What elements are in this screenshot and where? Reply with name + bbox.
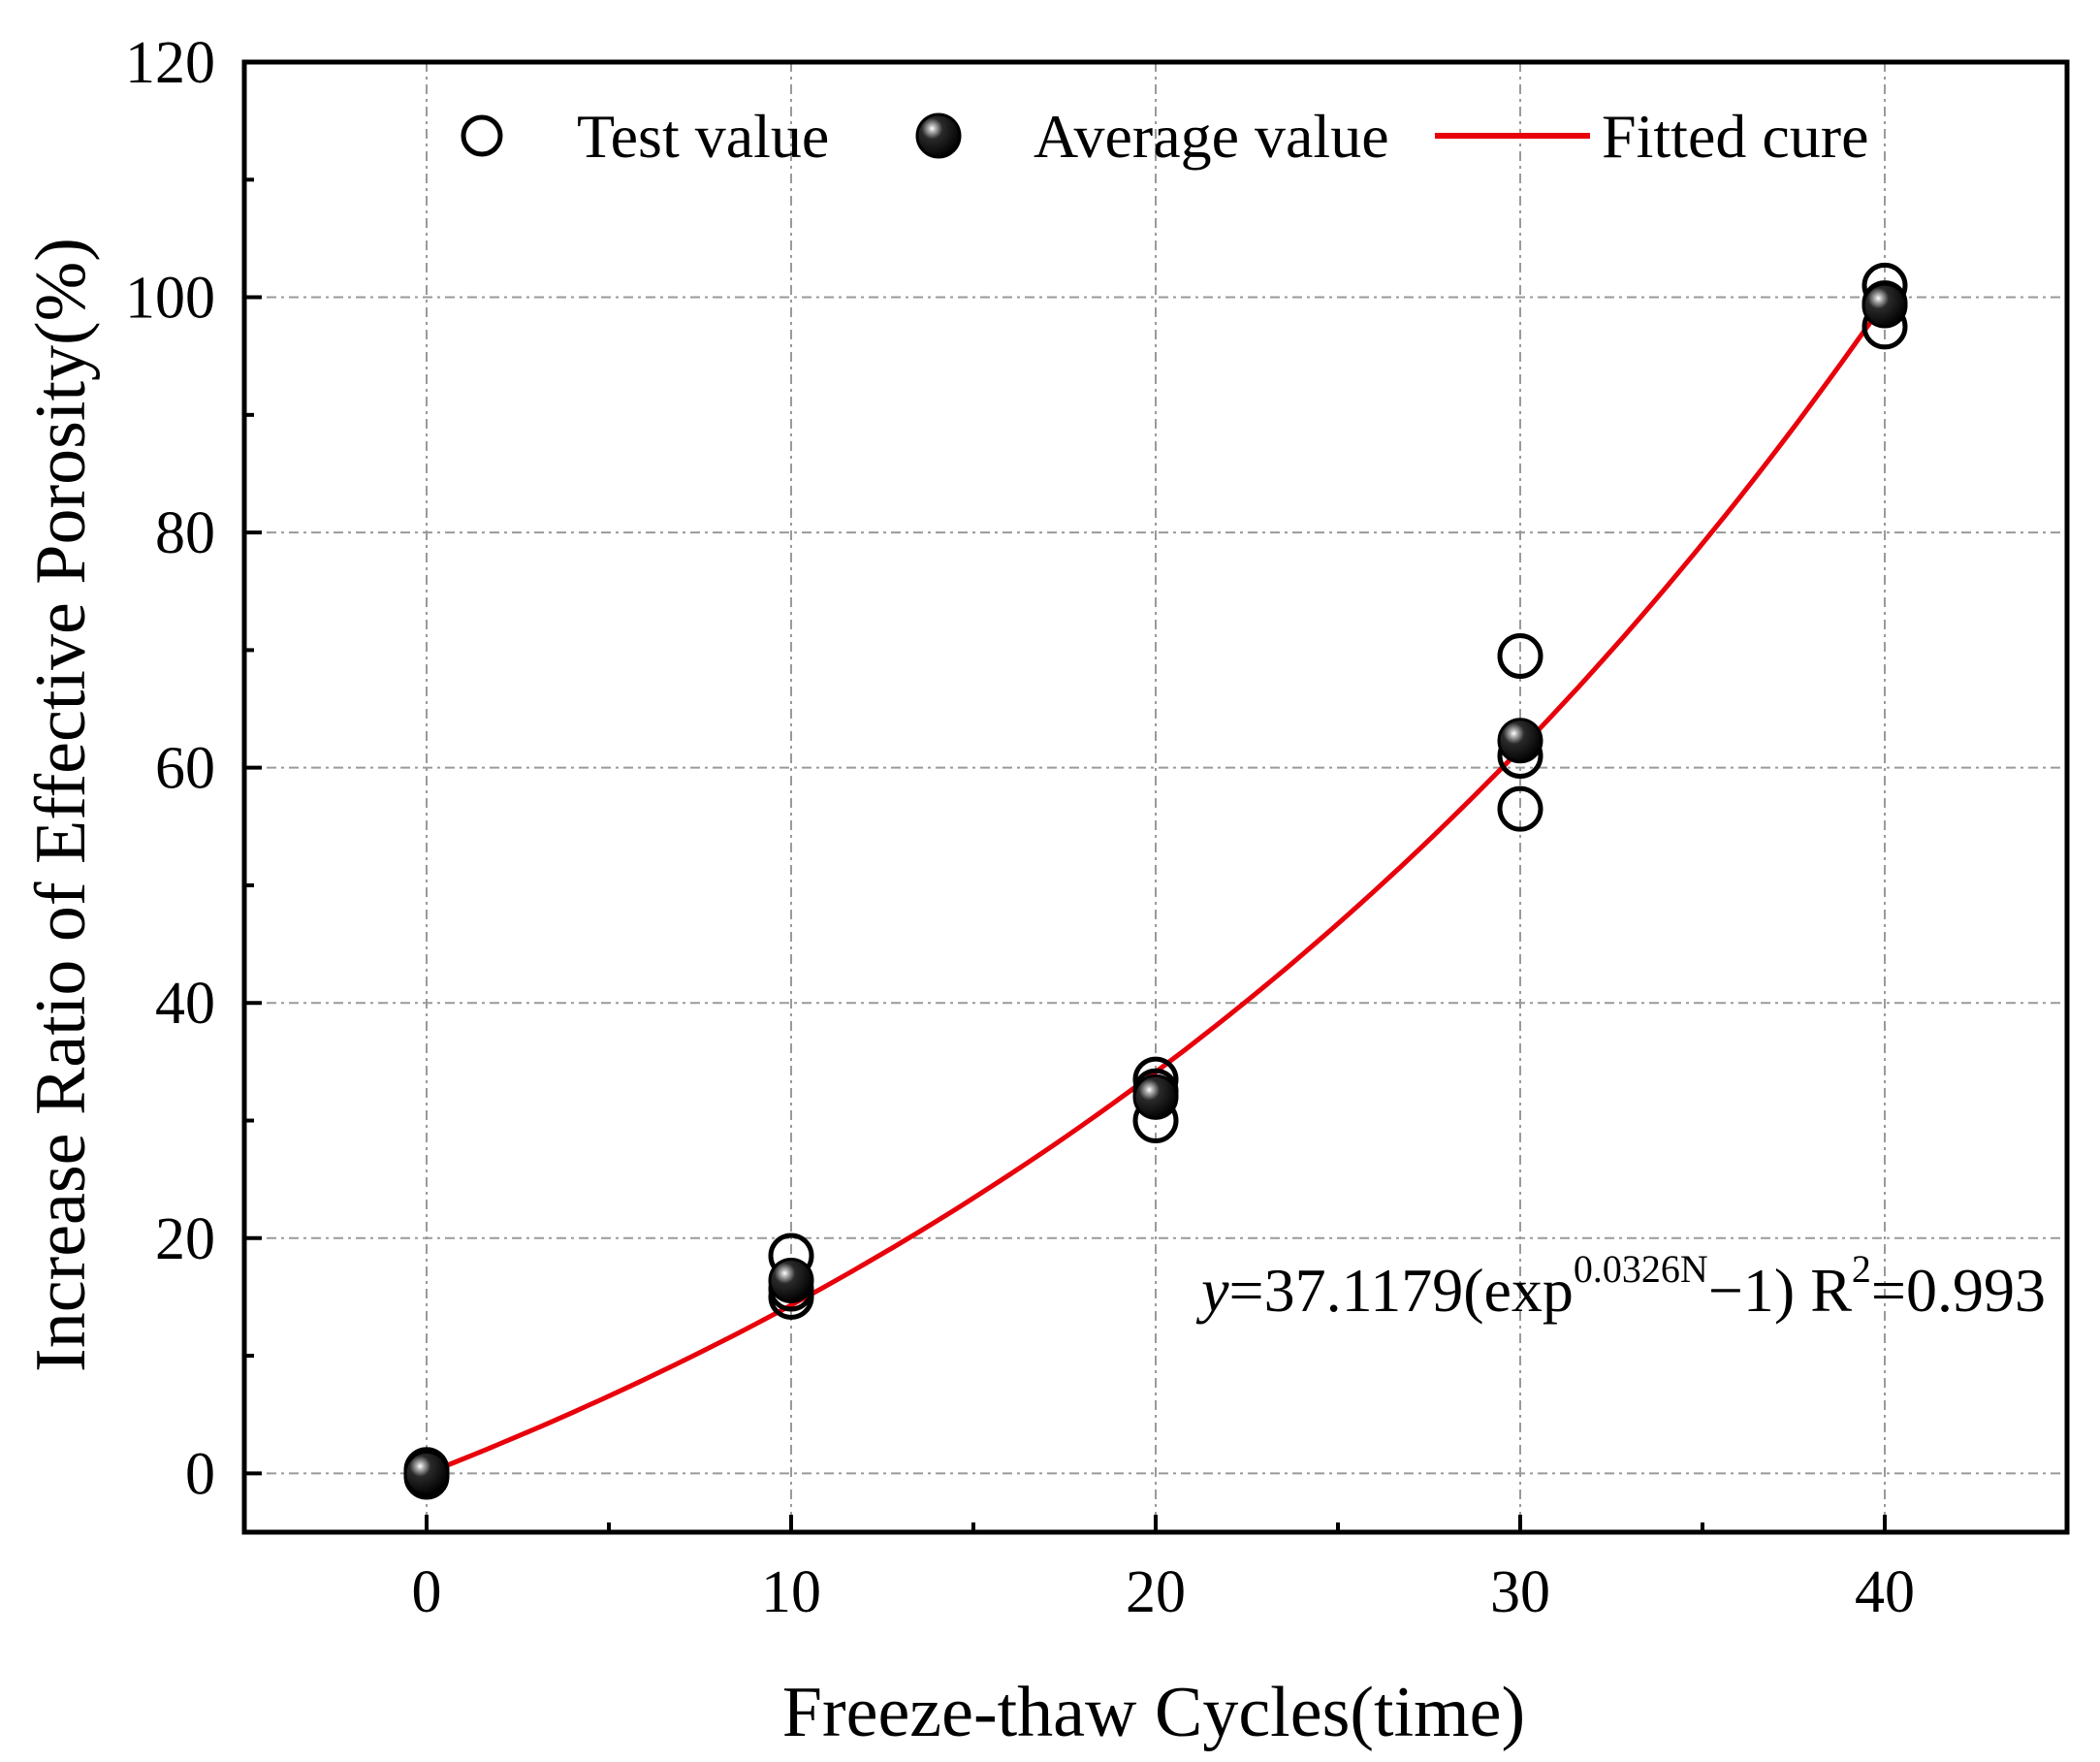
y-tick-label-100: 100 <box>125 266 215 332</box>
x-tick-label-40: 40 <box>1855 1559 1915 1625</box>
y-tick-label-80: 80 <box>155 500 215 566</box>
x-axis-title: Freeze-thaw Cycles(time) <box>782 1673 1525 1752</box>
x-tick-label-10: 10 <box>761 1559 821 1625</box>
legend: Test value Average value Fitted cure <box>461 102 1868 171</box>
r-squared-value: =0.993 <box>1871 1256 2046 1325</box>
legend-test-value-marker <box>461 114 503 157</box>
y-tick-label-0: 0 <box>185 1441 215 1507</box>
fit-equation: y=37.1179(exp0.0326N−1) R2=0.993 <box>1195 1247 2046 1325</box>
average-value-point-2 <box>1132 1073 1179 1120</box>
equation-tail: −1) R <box>1708 1256 1852 1325</box>
y-tick-label-60: 60 <box>155 736 215 802</box>
y-tick-label-20: 20 <box>155 1206 215 1272</box>
legend-fitted-cure-label: Fitted cure <box>1602 102 1868 171</box>
legend-test-value-label: Test value <box>577 102 829 171</box>
x-tick-label-0: 0 <box>412 1559 442 1625</box>
equation-variable: y <box>1195 1256 1229 1325</box>
legend-average-value-label: Average value <box>1034 102 1389 171</box>
legend-average-value-marker <box>915 112 962 159</box>
average-value-point-0 <box>403 1450 450 1496</box>
axes: 0 10 20 30 40 0 20 40 60 80 100 120 <box>125 30 2070 1625</box>
x-tick-label-20: 20 <box>1126 1559 1186 1625</box>
average-value-point-1 <box>768 1257 814 1303</box>
average-value-point-4 <box>1861 282 1908 329</box>
r-squared-exponent: 2 <box>1852 1247 1871 1291</box>
test-value-point-9 <box>1497 632 1543 679</box>
y-tick-label-120: 120 <box>125 30 215 96</box>
average-value-series <box>403 282 1908 1496</box>
average-value-point-3 <box>1497 718 1543 764</box>
test-value-point-11 <box>1497 785 1543 832</box>
y-tick-label-40: 40 <box>155 971 215 1037</box>
grid <box>244 62 2067 1532</box>
y-axis-title: Increase Ratio of Effective Porosity(%) <box>21 238 101 1372</box>
equation-exponent: 0.0326N <box>1574 1247 1708 1291</box>
equation-main: =37.1179(exp <box>1228 1256 1573 1325</box>
x-tick-label-30: 30 <box>1490 1559 1550 1625</box>
